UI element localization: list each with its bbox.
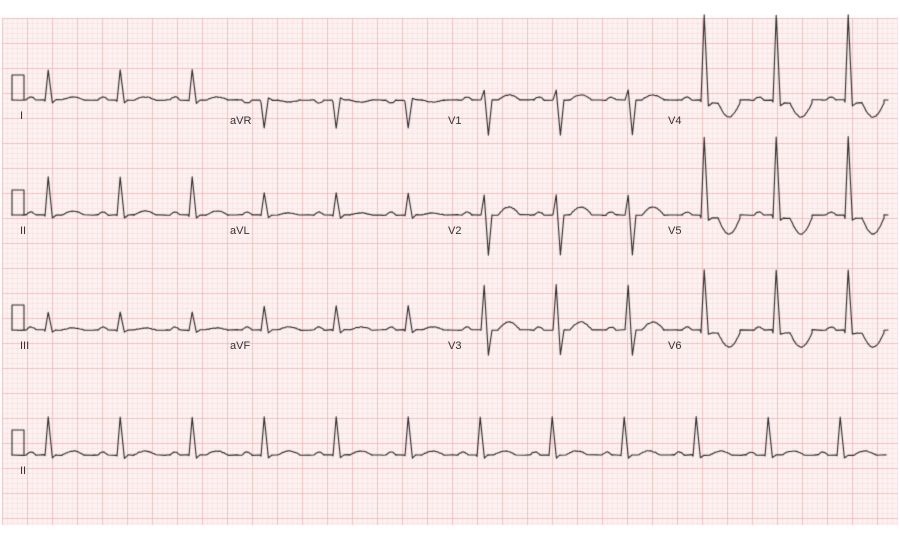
ecg-chart: IaVRV1V4IIaVLV2V5IIIaVFV3V6II	[0, 0, 900, 533]
ecg-trace-layer	[0, 0, 900, 533]
